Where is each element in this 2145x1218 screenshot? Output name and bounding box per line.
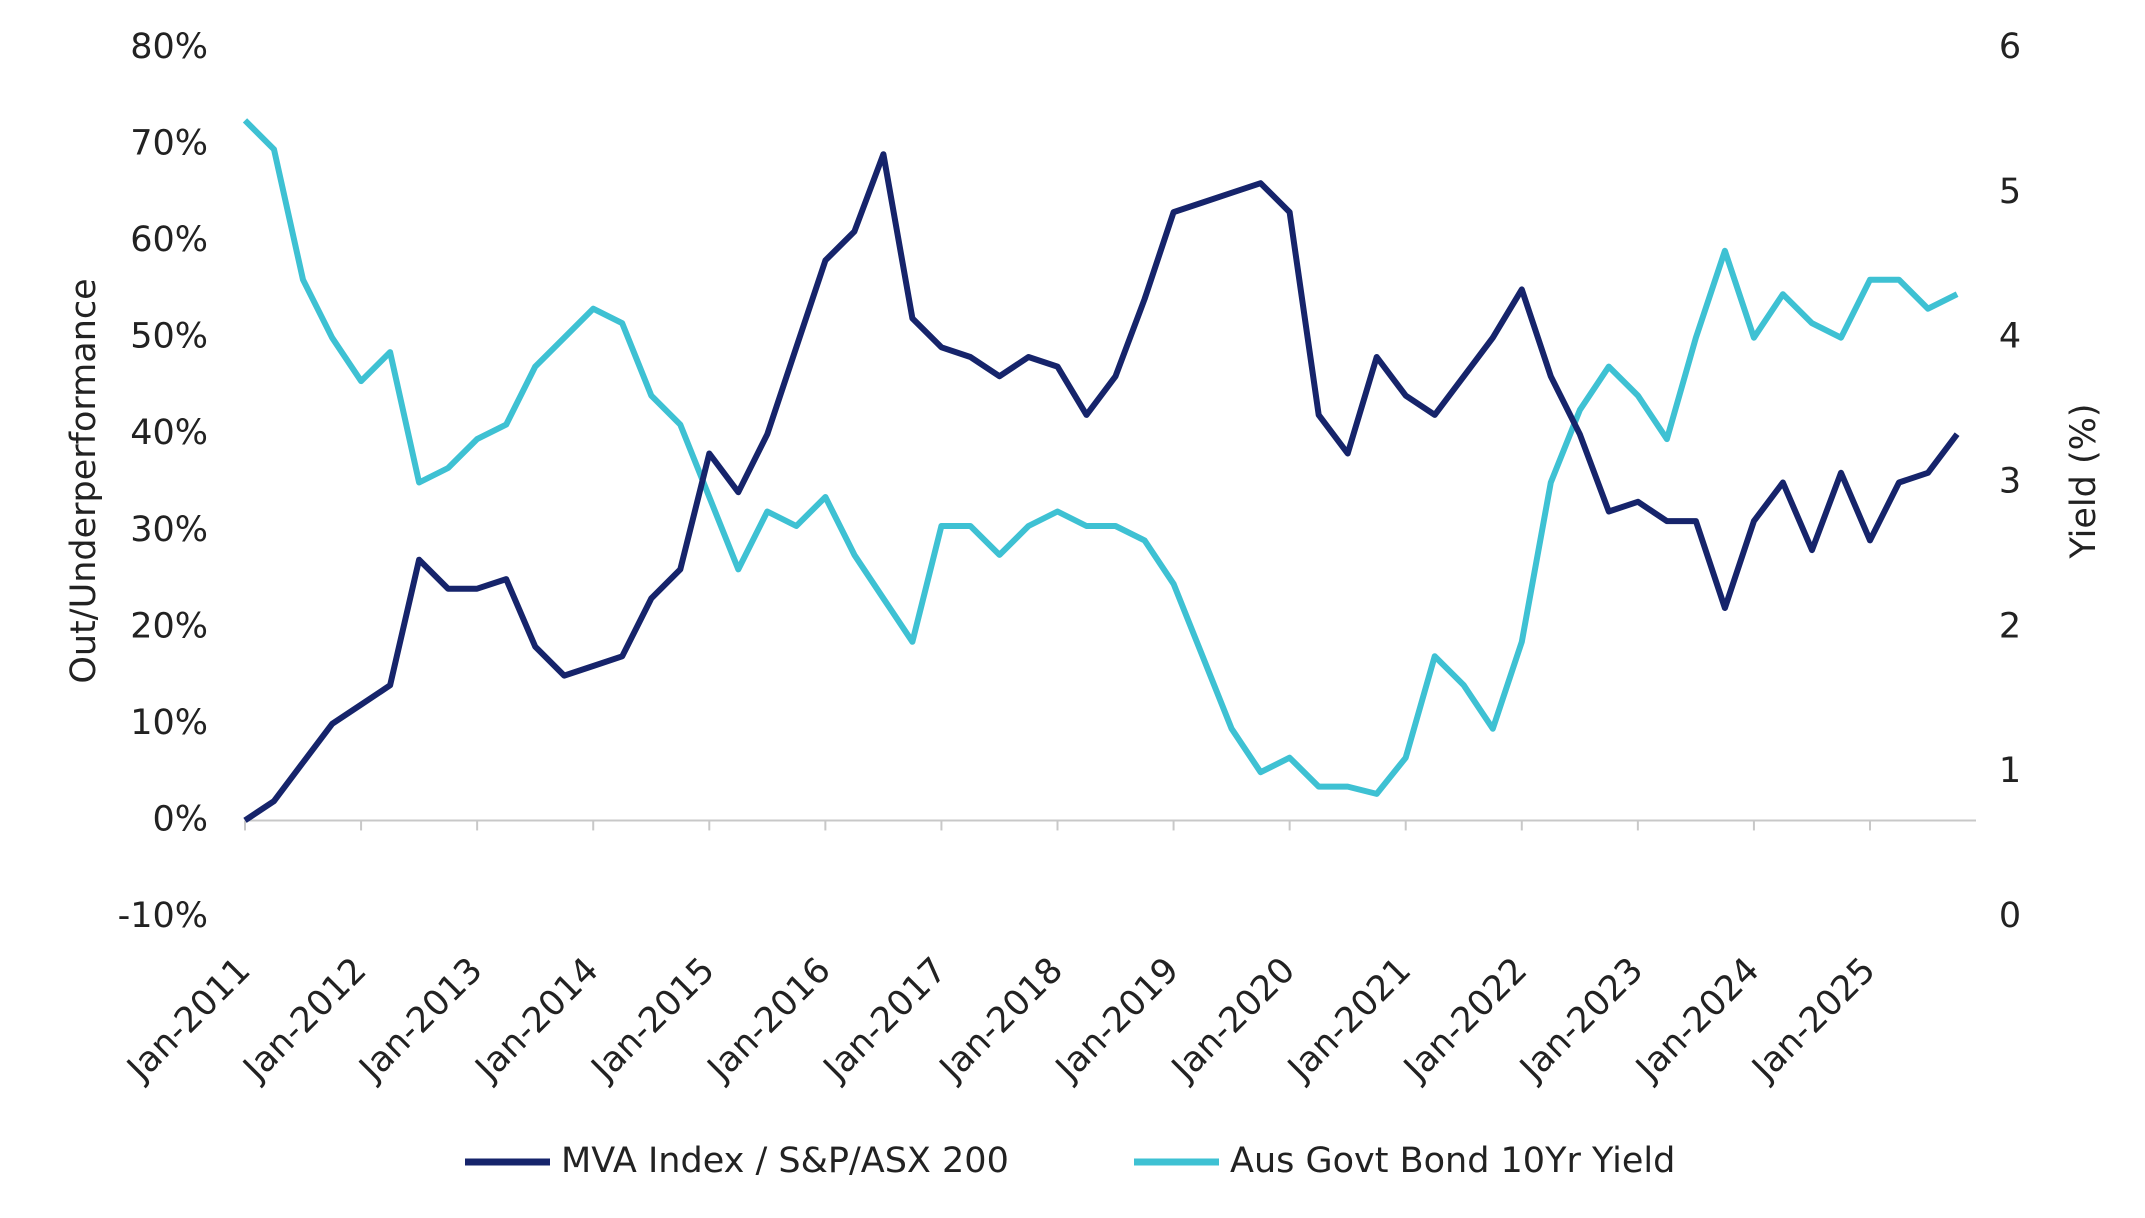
x-tick-label: Jan-2016 [699, 950, 839, 1090]
x-tick-label: Jan-2014 [467, 950, 607, 1090]
series-line [243, 151, 1960, 823]
x-tick-label: Jan-2020 [1163, 950, 1303, 1090]
y2-axis-title: Yield (%) [2064, 403, 2104, 559]
y2-tick-label: 4 [1999, 317, 2021, 357]
y-tick-label: 60% [130, 220, 208, 260]
x-tick-label: Jan-2024 [1628, 950, 1768, 1090]
y2-tick-label: 0 [1999, 896, 2021, 936]
y2-tick-label: 1 [1999, 751, 2021, 791]
x-tick-label: Jan-2017 [815, 950, 955, 1090]
y2-tick-label: 3 [1999, 462, 2021, 502]
y-axis-title: Out/Underperformance [64, 278, 104, 683]
y-tick-label: 30% [130, 510, 208, 550]
y2-tick-label: 6 [1999, 27, 2021, 67]
x-tick-label: Jan-2023 [1512, 950, 1652, 1090]
legend-label: MVA Index / S&P/ASX 200 [561, 1141, 1009, 1181]
y-tick-label: 40% [130, 413, 208, 453]
y-tick-label: 10% [130, 703, 208, 743]
y-tick-label: 70% [130, 124, 208, 164]
y-tick-label: 50% [130, 317, 208, 357]
x-tick-label: Jan-2021 [1279, 950, 1419, 1090]
x-tick-label: Jan-2013 [351, 950, 491, 1090]
y-tick-label: 80% [130, 27, 208, 67]
x-tick-label: Jan-2022 [1395, 950, 1535, 1090]
legend-label: Aus Govt Bond 10Yr Yield [1230, 1141, 1675, 1181]
x-tick-label: Jan-2015 [583, 950, 723, 1090]
x-tick-label: Jan-2011 [119, 950, 259, 1090]
y2-tick-label: 2 [1999, 606, 2021, 646]
x-tick-label: Jan-2018 [931, 950, 1071, 1090]
y-tick-label: 0% [152, 799, 208, 839]
x-tick-label: Jan-2019 [1047, 950, 1187, 1090]
y2-tick-label: 5 [1999, 172, 2021, 212]
x-tick-label: Jan-2012 [235, 950, 375, 1090]
x-tick-label: Jan-2025 [1744, 950, 1884, 1090]
series-line [242, 118, 1959, 797]
y-tick-label: -10% [118, 896, 208, 936]
y-tick-label: 20% [130, 606, 208, 646]
